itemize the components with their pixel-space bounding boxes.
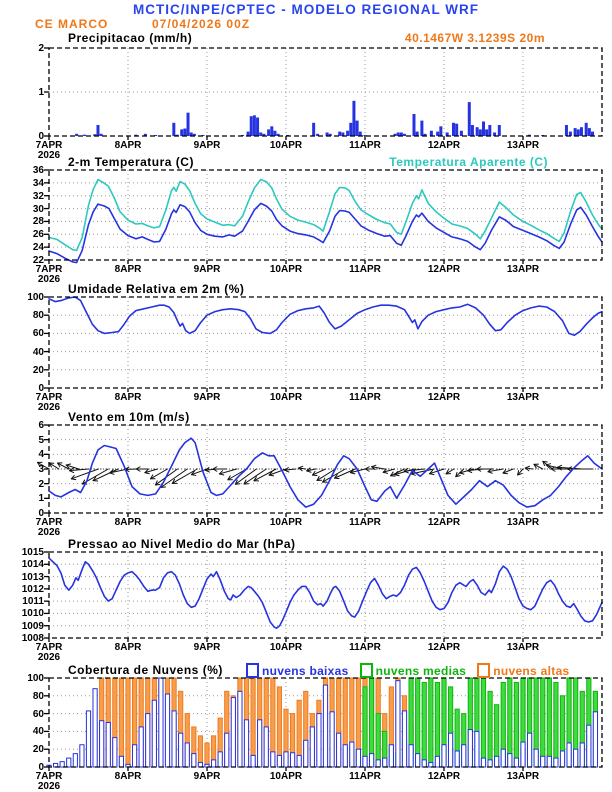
panel-title-humidity: Umidade Relativa em 2m (%) xyxy=(68,282,245,296)
panel-title-apparent-temperature: Temperatura Aparente (C) xyxy=(389,155,548,169)
panel-title-clouds: Cobertura de Nuvens (%) xyxy=(68,663,223,677)
legend-item-high-clouds: nuvens altas xyxy=(477,663,569,678)
high-clouds-swatch-icon xyxy=(477,663,491,678)
legend-label: nuvens altas xyxy=(493,663,570,678)
cloud-legend: nuvens baixas nuvens medias nuvens altas xyxy=(246,663,570,678)
station-coordinates: 40.1467W 3.1239S 20m xyxy=(404,31,545,45)
model-run-datetime: 07/04/2026 00Z xyxy=(152,17,251,31)
panel-title-pressure: Pressao ao Nivel Medio do Mar (hPa) xyxy=(68,537,296,551)
legend-item-mid-clouds: nuvens medias xyxy=(359,663,467,678)
low-clouds-swatch-icon xyxy=(246,663,259,678)
legend-label: nuvens medias xyxy=(375,663,467,678)
page-title: MCTIC/INPE/CPTEC - MODELO REGIONAL WRF xyxy=(133,2,479,17)
legend-label: nuvens baixas xyxy=(262,663,349,678)
panel-title-wind: Vento em 10m (m/s) xyxy=(68,410,190,424)
panel-title-precipitation: Precipitacao (mm/h) xyxy=(68,31,193,45)
panel-title-temperature: 2-m Temperatura (C) xyxy=(68,155,194,169)
mid-clouds-swatch-icon xyxy=(359,663,373,678)
station-name: CE MARCO xyxy=(35,17,109,31)
legend-item-low-clouds: nuvens baixas xyxy=(246,663,349,678)
